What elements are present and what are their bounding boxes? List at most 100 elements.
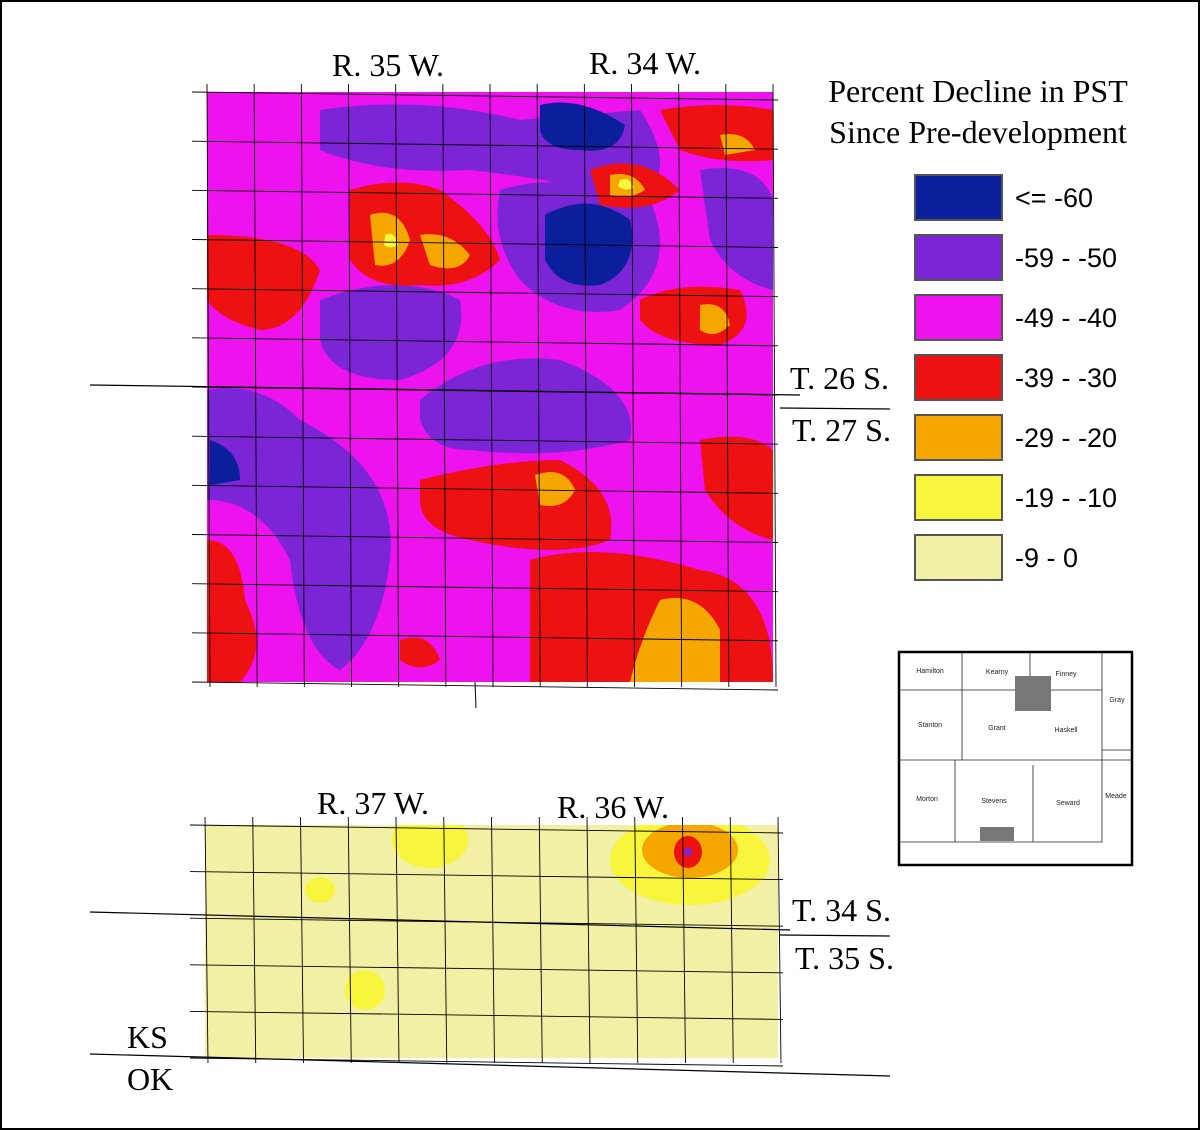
zone — [700, 436, 773, 540]
zone — [207, 540, 257, 682]
legend-swatch — [914, 354, 1003, 401]
county-label: Morton — [916, 796, 938, 803]
section-line — [191, 239, 779, 248]
section-line — [191, 140, 779, 150]
county-label: Haskell — [1055, 727, 1078, 734]
county-label: Finney — [1055, 671, 1077, 678]
legend-swatch — [914, 294, 1003, 341]
zone — [630, 598, 720, 682]
legend-title: Since Pre-development — [829, 114, 1127, 150]
section-line — [191, 534, 779, 543]
section-line — [252, 816, 257, 1064]
zone — [392, 825, 468, 868]
section-line — [489, 83, 494, 688]
zone — [700, 304, 730, 334]
legend-label: -9 - 0 — [1015, 543, 1078, 573]
section-line — [300, 816, 304, 1064]
section-line — [191, 681, 779, 691]
zone — [207, 388, 391, 670]
zone — [400, 637, 440, 668]
section-line — [634, 816, 639, 1064]
section-line — [442, 83, 447, 688]
county-label: Seward — [1056, 800, 1080, 807]
section-line — [474, 681, 477, 709]
legend: <= -60 -59 - -50 -49 - -40 -39 - -30 -29 - -… — [914, 174, 1117, 581]
section-line — [191, 484, 779, 494]
zone — [618, 179, 634, 190]
section-line — [189, 871, 784, 881]
legend-swatch — [914, 174, 1003, 221]
legend-label: -39 - -30 — [1015, 363, 1117, 393]
surface — [207, 92, 773, 682]
county-label: Meade — [1105, 793, 1127, 800]
township-label: T. 26 S. — [790, 360, 889, 396]
zone — [420, 358, 632, 454]
section-line — [189, 824, 784, 834]
zone — [320, 285, 462, 380]
section-line — [729, 816, 734, 1064]
zone — [684, 848, 692, 856]
section-line — [678, 83, 683, 688]
section-line — [191, 91, 779, 101]
section-line — [491, 816, 495, 1064]
section-line — [191, 583, 779, 593]
zone — [535, 472, 575, 506]
zone — [700, 168, 773, 290]
legend-swatch — [914, 414, 1003, 461]
section-line — [191, 189, 779, 199]
section-line — [631, 83, 635, 688]
legend-label: -49 - -40 — [1015, 303, 1117, 333]
range-label: R. 35 W. — [332, 47, 444, 83]
zone — [720, 134, 755, 155]
section-line — [583, 83, 588, 688]
county-label: Kearny — [986, 669, 1009, 676]
section-line — [189, 964, 784, 974]
county-label: Stanton — [918, 722, 942, 729]
legend-swatch — [914, 534, 1003, 581]
section-line — [536, 83, 541, 688]
section-line — [191, 632, 779, 642]
zone — [207, 235, 320, 330]
section-line — [443, 816, 448, 1064]
legend-label: <= -60 — [1015, 183, 1093, 213]
zone — [305, 877, 335, 903]
range-label: R. 36 W. — [557, 789, 669, 825]
section-line — [253, 83, 258, 688]
section-line — [772, 83, 777, 688]
county-label: Stevens — [981, 798, 1007, 805]
county-label: Grant — [988, 725, 1006, 732]
zone — [345, 970, 385, 1010]
legend-swatch — [914, 474, 1003, 521]
section-line — [682, 816, 686, 1064]
legend-label: -59 - -50 — [1015, 243, 1117, 273]
inset-map: Hamilton Kearny Finney Gray Stanton Grant Hask… — [897, 650, 1134, 867]
county-label: Gray — [1109, 697, 1125, 704]
section-line — [191, 288, 779, 298]
township-label: T. 34 S. — [792, 892, 891, 928]
township-label: T. 35 S. — [795, 940, 894, 976]
section-line — [586, 816, 591, 1064]
section-line — [189, 1010, 784, 1020]
section-line — [191, 435, 779, 445]
section-line — [348, 83, 352, 688]
state-label: OK — [127, 1061, 173, 1097]
range-label: R. 37 W. — [317, 785, 429, 821]
section-line — [347, 816, 352, 1064]
section-line — [300, 83, 305, 688]
section-line — [206, 83, 211, 688]
legend-label: -19 - -10 — [1015, 483, 1117, 513]
zone — [210, 440, 240, 485]
map-lines — [89, 384, 891, 1077]
section-line — [395, 816, 400, 1064]
section-line — [777, 816, 782, 1064]
legend-title: Percent Decline in PST — [828, 73, 1128, 109]
top-map — [191, 83, 779, 709]
section-line — [538, 816, 543, 1064]
zone — [384, 233, 398, 248]
range-label: R. 34 W. — [589, 45, 701, 81]
section-line — [204, 816, 209, 1064]
county-label: Hamilton — [916, 668, 944, 675]
section-line — [725, 83, 730, 688]
zone — [540, 102, 625, 151]
